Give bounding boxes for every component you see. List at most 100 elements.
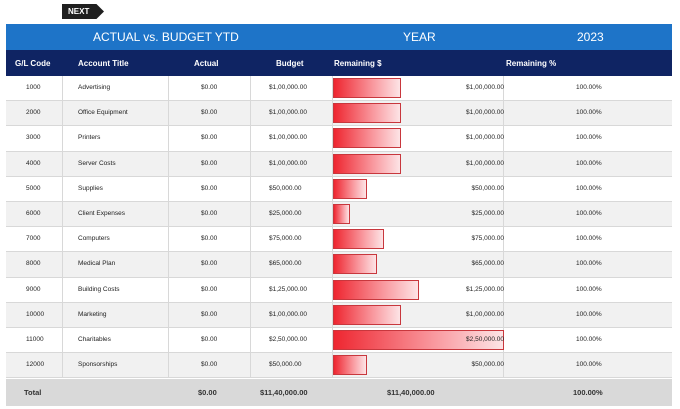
year-value[interactable]: 2023 — [577, 30, 604, 44]
column-divider — [503, 302, 504, 327]
remaining-amount-cell: $50,000.00 — [471, 184, 504, 192]
column-divider — [168, 151, 169, 176]
actual-cell: $0.00 — [201, 84, 218, 91]
column-divider — [250, 176, 251, 201]
table-row[interactable]: 10000 Marketing $0.00 $1,00,000.00 $1,00,000… — [6, 302, 672, 328]
remaining-percent-cell: 100.00% — [576, 285, 602, 293]
actual-cell: $0.00 — [201, 184, 218, 192]
remaining-percent-cell: 100.00% — [576, 209, 602, 217]
column-divider — [250, 201, 251, 227]
table-row[interactable]: 1000 Advertising $0.00 $1,00,000.00 $1,00,00… — [6, 76, 672, 102]
column-divider — [503, 126, 504, 151]
remaining-percent-cell: 100.00% — [576, 235, 602, 243]
remaining-amount-cell: $1,00,000.00 — [466, 134, 504, 142]
budget-cell: $1,00,000.00 — [269, 84, 307, 91]
column-header-gl-code: G/L Code — [15, 59, 51, 68]
table-row[interactable]: 6000 Client Expenses $0.00 $25,000.00 $25,00… — [6, 201, 672, 228]
column-divider — [250, 327, 251, 353]
budget-cell: $50,000.00 — [269, 184, 302, 192]
remaining-percent-cell: 100.00% — [576, 159, 602, 167]
total-remaining-percent: 100.00% — [573, 388, 603, 397]
table-row[interactable]: 3000 Printers $0.00 $1,00,000.00 $1,00,000.0… — [6, 126, 672, 152]
column-divider — [332, 353, 333, 378]
actual-cell: $0.00 — [201, 134, 218, 142]
remaining-bar — [333, 203, 351, 224]
column-divider — [250, 277, 251, 302]
gl-code-cell: 12000 — [26, 361, 45, 369]
column-divider — [168, 76, 169, 101]
remaining-bar — [333, 355, 368, 376]
column-divider — [503, 353, 504, 378]
remaining-bar — [333, 304, 402, 325]
gl-code-cell: 7000 — [26, 235, 41, 243]
column-divider — [62, 176, 63, 201]
budget-cell: $1,00,000.00 — [269, 159, 307, 167]
account-title-cell: Advertising — [78, 84, 111, 91]
column-header-account-title: Account Title — [78, 59, 129, 68]
column-divider — [332, 302, 333, 327]
account-title-cell: Building Costs — [78, 285, 120, 293]
column-divider — [250, 101, 251, 126]
remaining-bar — [333, 178, 368, 199]
column-header-row: G/L Code Account Title Actual Budget Rem… — [6, 50, 672, 76]
report-title: ACTUAL vs. BUDGET YTD — [93, 30, 239, 44]
column-divider — [332, 76, 333, 101]
column-divider — [250, 76, 251, 101]
account-title-cell: Sponsorships — [78, 361, 118, 369]
table-row[interactable]: 11000 Charitables $0.00 $2,50,000.00 $2,50,0… — [6, 327, 672, 354]
column-divider — [503, 252, 504, 277]
column-divider — [62, 353, 63, 378]
remaining-bar — [333, 229, 385, 250]
gl-code-cell: 9000 — [26, 285, 41, 293]
column-divider — [168, 176, 169, 201]
column-divider — [250, 227, 251, 252]
column-divider — [62, 201, 63, 227]
column-divider — [250, 302, 251, 327]
account-title-cell: Charitables — [78, 335, 111, 343]
remaining-percent-cell: 100.00% — [576, 84, 602, 91]
column-divider — [168, 126, 169, 151]
budget-cell: $1,25,000.00 — [269, 285, 307, 293]
title-bar: ACTUAL vs. BUDGET YTD YEAR 2023 — [6, 24, 672, 50]
account-title-cell: Client Expenses — [78, 209, 125, 217]
next-button[interactable]: NEXT — [62, 4, 104, 19]
column-divider — [332, 277, 333, 302]
column-divider — [62, 327, 63, 353]
table-row[interactable]: 8000 Medical Plan $0.00 $65,000.00 $65,000.0… — [6, 252, 672, 278]
gl-code-cell: 2000 — [26, 109, 41, 117]
column-divider — [168, 277, 169, 302]
account-title-cell: Computers — [78, 235, 110, 243]
column-divider — [503, 176, 504, 201]
total-actual: $0.00 — [198, 388, 217, 397]
column-divider — [168, 302, 169, 327]
table-row[interactable]: 5000 Supplies $0.00 $50,000.00 $50,000.00 100… — [6, 176, 672, 202]
gl-code-cell: 11000 — [26, 335, 44, 343]
actual-cell: $0.00 — [201, 159, 218, 167]
column-divider — [62, 277, 63, 302]
column-divider — [332, 252, 333, 277]
remaining-amount-cell: $1,25,000.00 — [466, 285, 504, 293]
gl-code-cell: 4000 — [26, 159, 41, 167]
table-row[interactable]: 9000 Building Costs $0.00 $1,25,000.00 $1,25… — [6, 277, 672, 303]
column-divider — [168, 101, 169, 126]
gl-code-cell: 3000 — [26, 134, 41, 142]
gl-code-cell: 6000 — [26, 209, 41, 217]
column-divider — [250, 353, 251, 378]
gl-code-cell: 8000 — [26, 260, 41, 268]
table-row[interactable]: 4000 Server Costs $0.00 $1,00,000.00 $1,00,0… — [6, 151, 672, 177]
remaining-amount-cell: $2,50,000.00 — [466, 335, 504, 343]
table-row[interactable]: 2000 Office Equipment $0.00 $1,00,000.00 $1,… — [6, 101, 672, 127]
budget-cell: $1,00,000.00 — [269, 310, 307, 318]
column-divider — [62, 101, 63, 126]
budget-cell: $1,00,000.00 — [269, 134, 307, 142]
column-divider — [332, 327, 333, 353]
column-divider — [250, 126, 251, 151]
column-divider — [332, 227, 333, 252]
remaining-percent-cell: 100.00% — [576, 260, 602, 268]
actual-cell: $0.00 — [201, 209, 218, 217]
table-row[interactable]: 12000 Sponsorships $0.00 $50,000.00 $50,000.… — [6, 353, 672, 379]
table-row[interactable]: 7000 Computers $0.00 $75,000.00 $75,000.00 10… — [6, 227, 672, 253]
account-title-cell: Server Costs — [78, 159, 116, 167]
remaining-bar — [333, 254, 378, 275]
column-divider — [250, 252, 251, 277]
